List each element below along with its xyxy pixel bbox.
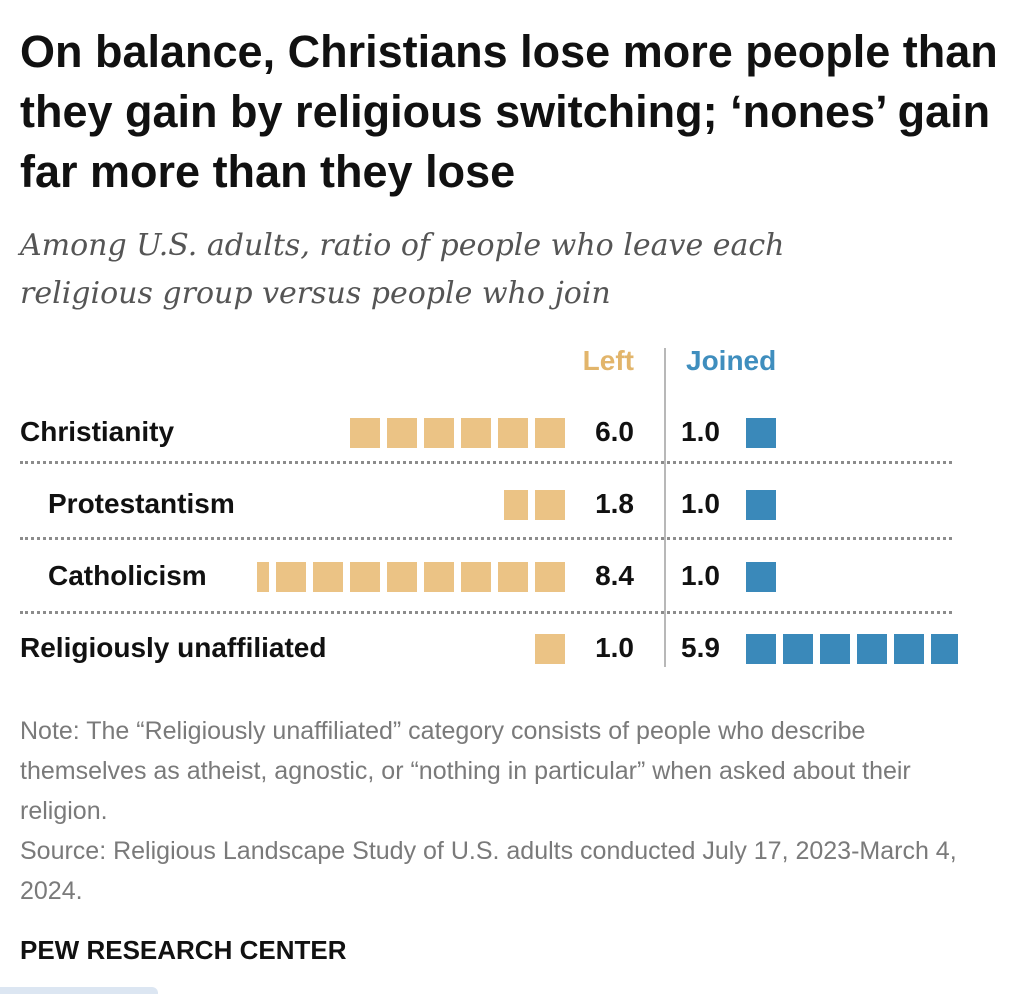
source-text: Source: Religious Landscape Study of U.S… [20,837,957,905]
joined-square-religiously-unaffiliated [857,634,887,664]
left-square-catholicism [461,562,491,592]
joined-square-partial-religiously-unaffiliated [931,634,958,664]
row-label-religiously-unaffiliated: Religiously unaffiliated [20,632,327,663]
left-square-catholicism [424,562,454,592]
row-label-christianity: Christianity [20,416,175,447]
legend-joined-header: Joined [686,345,777,376]
joined-value-label: 5.9 [681,632,720,663]
row-separator [20,611,952,614]
chart-note: Note: The “Religiously unaffiliated” cat… [20,711,960,911]
joined-value-label: 1.0 [681,416,720,447]
left-square-religiously-unaffiliated [535,634,565,664]
brand-logo: PEW RESEARCH CENTER [20,935,347,965]
left-value-label: 1.8 [595,488,634,519]
left-square-catholicism [350,562,380,592]
joined-square-religiously-unaffiliated [894,634,924,664]
left-value-label: 8.4 [595,560,634,591]
row-separator [20,537,952,540]
left-square-catholicism [498,562,528,592]
joined-square-religiously-unaffiliated [746,634,776,664]
left-square-christianity [535,418,565,448]
left-value-label: 1.0 [595,632,634,663]
left-square-catholicism [387,562,417,592]
left-square-christianity [461,418,491,448]
left-value-label: 6.0 [595,416,634,447]
left-square-catholicism [535,562,565,592]
joined-square-religiously-unaffiliated [783,634,813,664]
joined-square-christianity [746,418,776,448]
left-square-protestantism [535,490,565,520]
row-label-protestantism: Protestantism [48,488,235,519]
legend-left-header: Left [582,345,634,376]
chart-subtitle: Among U.S. adults, ratio of people who l… [20,228,785,311]
joined-square-religiously-unaffiliated [820,634,850,664]
left-square-catholicism [276,562,306,592]
row-separator [20,461,952,464]
left-square-partial-protestantism [504,490,528,520]
left-square-christianity [350,418,380,448]
joined-value-label: 1.0 [681,488,720,519]
chart-title: On balance, Christians lose more people … [20,26,998,197]
scroll-indicator [0,987,158,994]
joined-square-catholicism [746,562,776,592]
left-square-christianity [387,418,417,448]
column-divider [664,348,666,667]
note-text: Note: The “Religiously unaffiliated” cat… [20,717,911,825]
joined-value-label: 1.0 [681,560,720,591]
left-square-christianity [498,418,528,448]
left-square-partial-catholicism [257,562,269,592]
left-square-christianity [424,418,454,448]
joined-square-protestantism [746,490,776,520]
left-square-catholicism [313,562,343,592]
row-label-catholicism: Catholicism [48,560,207,591]
